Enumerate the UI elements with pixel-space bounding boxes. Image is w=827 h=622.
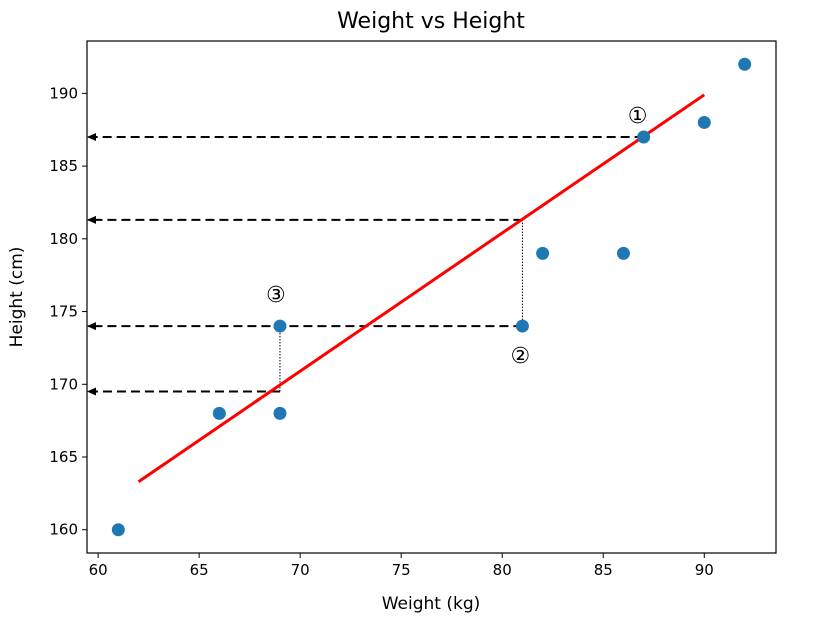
x-tick-label: 85 (594, 561, 613, 579)
plot-area: ① ② ③ (87, 57, 752, 537)
data-point (637, 130, 651, 144)
x-tick-label: 70 (291, 561, 310, 579)
data-point (738, 57, 752, 71)
y-tick-label: 185 (49, 157, 78, 175)
data-point (536, 246, 550, 260)
x-tick-label: 80 (493, 561, 512, 579)
data-point (273, 406, 287, 420)
y-tick-label: 175 (49, 303, 78, 321)
y-tick-label: 190 (49, 84, 78, 102)
y-tick-label: 170 (49, 375, 78, 393)
annotation-label: ① (628, 104, 648, 129)
x-axis-label: Weight (kg) (382, 594, 481, 614)
annotation-label: ③ (266, 283, 286, 308)
x-tick-label: 90 (695, 561, 714, 579)
y-tick-label: 165 (49, 448, 78, 466)
data-point (111, 523, 125, 537)
y-axis-label: Height (cm) (7, 247, 27, 348)
x-tick-label: 75 (392, 561, 411, 579)
data-point (515, 319, 529, 333)
y-tick-label: 180 (49, 230, 78, 248)
x-tick-label: 60 (89, 561, 108, 579)
annotation-label: ② (511, 344, 531, 369)
data-point (697, 115, 711, 129)
regression-line (137, 93, 706, 483)
data-point (616, 246, 630, 260)
data-point (212, 406, 226, 420)
axes-frame (86, 40, 777, 554)
data-point (273, 319, 287, 333)
chart-title: Weight vs Height (337, 9, 525, 34)
x-tick-label: 65 (190, 561, 209, 579)
y-tick-label: 160 (49, 521, 78, 539)
